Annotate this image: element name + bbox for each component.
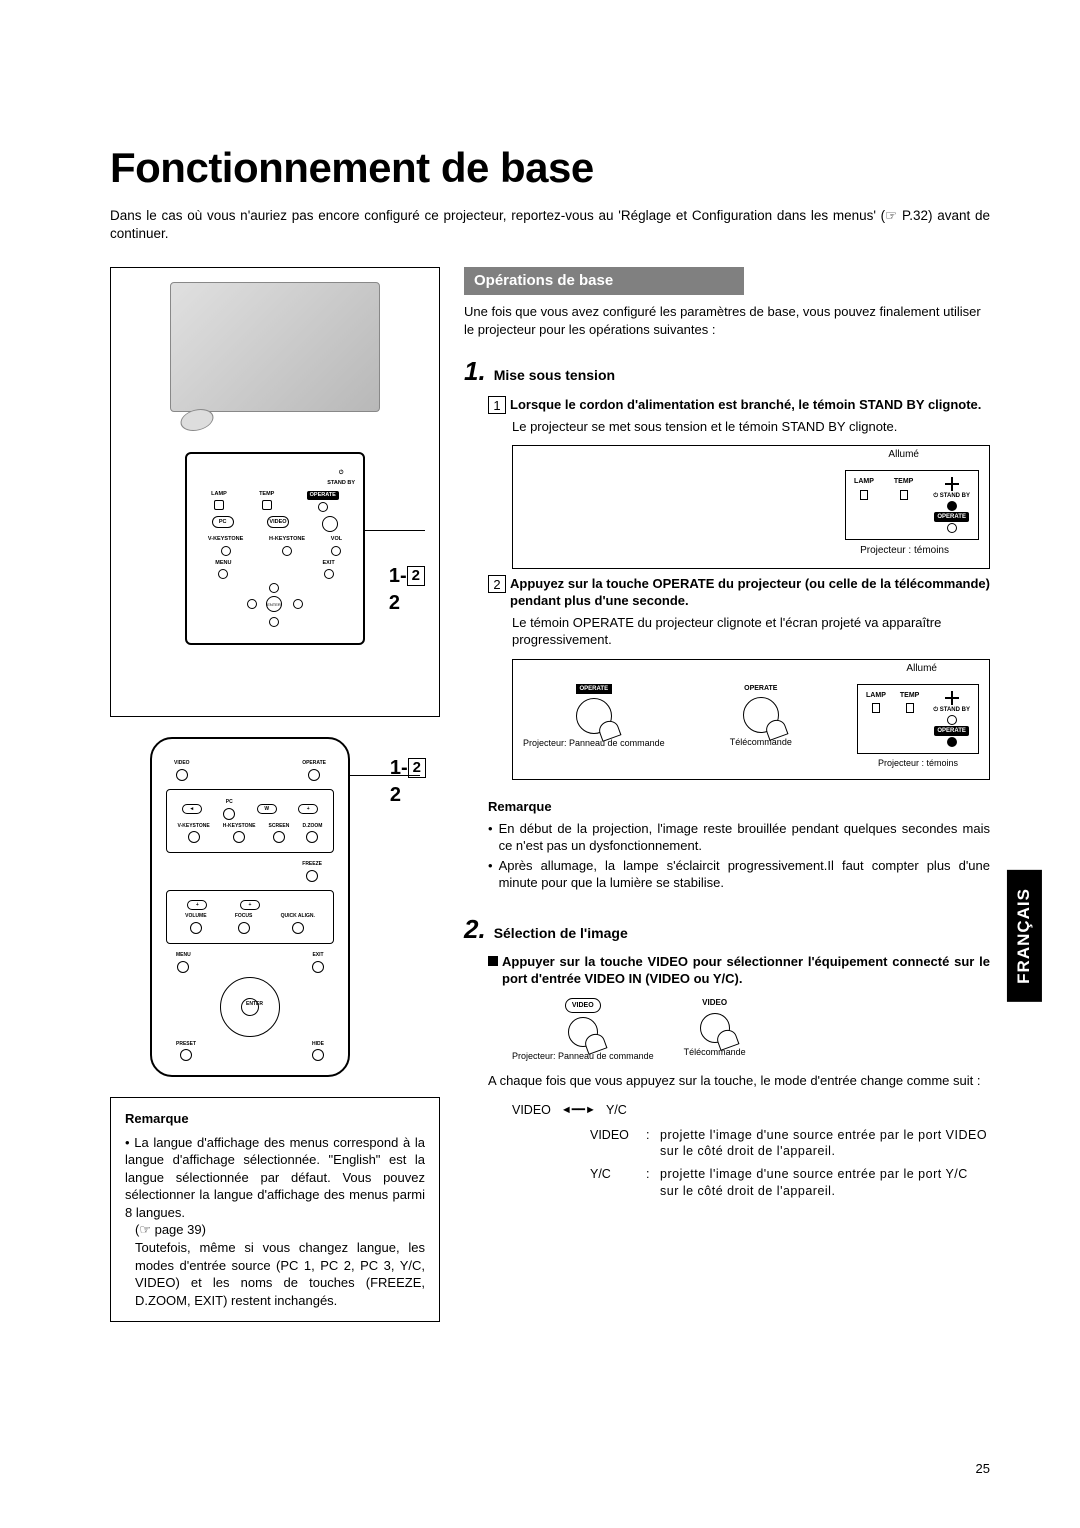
projector-image xyxy=(170,282,380,412)
remarque-page-ref: (☞ page 39) xyxy=(135,1221,425,1239)
callout-projector: 1-2 2 xyxy=(389,563,425,617)
sub2-desc: Le témoin OPERATE du projecteur clignote… xyxy=(512,614,990,649)
page-number: 25 xyxy=(976,1460,990,1478)
mode-intro-text: A chaque fois que vous appuyez sur la to… xyxy=(488,1072,990,1090)
press-remote: OPERATE Télécommande xyxy=(730,684,792,748)
sparkle-icon xyxy=(945,477,959,491)
step-2-number: 2. xyxy=(464,912,486,947)
video-projector-button: VIDEO Projecteur: Panneau de commande xyxy=(512,998,654,1062)
left-column: ⏻ STAND BY LAMP TEMP OPERATE PC VIDEO V-… xyxy=(110,267,440,1322)
right-remarque-title: Remarque xyxy=(488,798,990,816)
double-arrow-icon: ◄━━► xyxy=(561,1103,596,1118)
diag1-caption: Projecteur : témoins xyxy=(523,544,979,558)
operations-header: Opérations de base xyxy=(464,267,744,295)
remarque-title: Remarque xyxy=(125,1110,425,1128)
step1-sub2: 2 Appuyez sur la touche OPERATE du proje… xyxy=(488,575,990,610)
step1-sub1: 1 Lorsque le cordon d'alimentation est b… xyxy=(488,396,990,414)
step-1-number: 1. xyxy=(464,354,486,389)
mode-key-video: VIDEO xyxy=(590,1127,638,1161)
remarque-text-1: • La langue d'affichage des menus corres… xyxy=(125,1134,425,1222)
remarque-bullet-1: En début de la projection, l'image reste… xyxy=(499,820,990,855)
sub2-box: 2 xyxy=(488,575,506,593)
step-2-title: Sélection de l'image xyxy=(494,924,628,943)
video-remote-button: VIDEO Télécommande xyxy=(684,998,746,1058)
remote-dpad: ENTER xyxy=(220,977,280,1037)
step2-bold: Appuyer sur la touche VIDEO pour sélecti… xyxy=(502,953,990,988)
press-projector: OPERATE Projecteur: Panneau de commande xyxy=(523,684,665,749)
remote-control-diagram: VIDEO OPERATE ◄ PC W + V-KEYSTONE H-KEYS… xyxy=(150,737,350,1077)
sub1-box: 1 xyxy=(488,396,506,414)
right-remarque: Remarque •En début de la projection, l'i… xyxy=(488,798,990,892)
diagram-operate-2: Allumé OPERATE Projecteur: Panneau de co… xyxy=(512,659,990,780)
allume-label-2: Allumé xyxy=(906,662,937,676)
step2-sub: Appuyer sur la touche VIDEO pour sélecti… xyxy=(488,953,990,988)
control-panel-enlarged: ⏻ STAND BY LAMP TEMP OPERATE PC VIDEO V-… xyxy=(185,452,365,645)
right-intro: Une fois que vous avez configuré les par… xyxy=(464,303,990,338)
mode-val-yc: projette l'image d'une source entrée par… xyxy=(660,1166,990,1200)
language-tab: FRANÇAIS xyxy=(1007,870,1042,1002)
video-button-diagram: VIDEO Projecteur: Panneau de commande VI… xyxy=(512,998,990,1062)
mode-key-yc: Y/C xyxy=(590,1166,638,1200)
step-1-title: Mise sous tension xyxy=(494,366,615,385)
sub1-desc: Le projecteur se met sous tension et le … xyxy=(512,418,990,436)
indicator-panel-1: LAMP TEMP ⏻ STAND BY OPERATE xyxy=(845,470,979,540)
sparkle-icon xyxy=(945,691,959,705)
indicator-panel-2: LAMP TEMP ⏻ STAND BY OPERATE xyxy=(857,684,979,754)
remarque-bullet-2: Après allumage, la lampe s'éclaircit pro… xyxy=(499,857,990,892)
mode-val-video: projette l'image d'une source entrée par… xyxy=(660,1127,990,1161)
step-1: 1. Mise sous tension 1 Lorsque le cordon… xyxy=(464,354,990,780)
two-column-layout: ⏻ STAND BY LAMP TEMP OPERATE PC VIDEO V-… xyxy=(110,267,990,1322)
projector-diagram-box: ⏻ STAND BY LAMP TEMP OPERATE PC VIDEO V-… xyxy=(110,267,440,717)
remote-diagram-wrap: VIDEO OPERATE ◄ PC W + V-KEYSTONE H-KEYS… xyxy=(110,737,440,1077)
diagram-indicators-1: Allumé LAMP TEMP ⏻ STAND BY OPERATE xyxy=(512,445,990,569)
step-2: 2. Sélection de l'image Appuyer sur la t… xyxy=(464,912,990,1200)
page-title: Fonctionnement de base xyxy=(110,140,990,197)
right-column: Opérations de base Une fois que vous ave… xyxy=(464,267,990,1322)
allume-label-1: Allumé xyxy=(888,448,919,462)
left-remarque-box: Remarque • La langue d'affichage des men… xyxy=(110,1097,440,1322)
sub1-bold: Lorsque le cordon d'alimentation est bra… xyxy=(510,396,990,414)
remarque-text-2: Toutefois, même si vous changez langue, … xyxy=(135,1239,425,1309)
callout-remote: 1-2 2 xyxy=(390,755,426,809)
sub2-bold: Appuyez sur la touche OPERATE du project… xyxy=(510,575,990,610)
intro-text: Dans le cas où vous n'auriez pas encore … xyxy=(110,207,990,243)
mode-switch-table: VIDEO ◄━━► Y/C VIDEO : projette l'image … xyxy=(512,1102,990,1200)
black-square-icon xyxy=(488,956,498,966)
